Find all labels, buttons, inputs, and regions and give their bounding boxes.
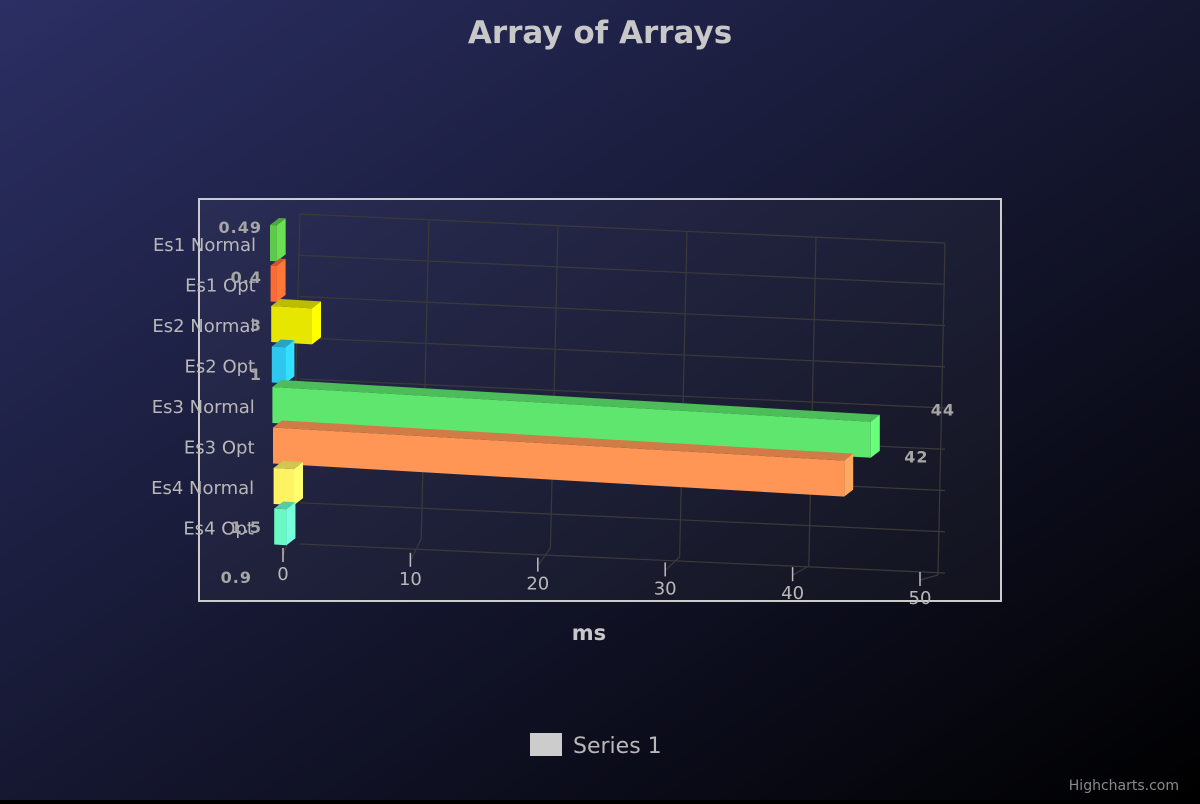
grid-line-vertical — [937, 242, 946, 576]
chart-title: Array of Arrays — [468, 15, 732, 51]
grid-line-floor — [537, 547, 551, 566]
bar-top-es1-opt — [270, 258, 286, 266]
bar-top-es2-normal — [271, 299, 321, 309]
data-label: 1.5 — [231, 518, 262, 537]
data-label: 1 — [250, 365, 262, 384]
data-label: 0.9 — [221, 568, 252, 587]
grid-line-vertical — [549, 225, 559, 549]
grid-line-floor — [664, 556, 681, 571]
legend-symbol-series-1[interactable] — [530, 733, 562, 756]
category-label: Es4 Opt — [183, 519, 254, 540]
bar-top-es2-opt — [271, 339, 295, 348]
bar-end-es3-normal — [870, 414, 880, 458]
value-axis-ticks: 0 10 20 30 40 50 — [277, 548, 931, 609]
tick-label: 20 — [526, 574, 549, 595]
bar-top-es3-opt — [273, 420, 854, 461]
category-label: Es1 Opt — [185, 276, 256, 297]
category-labels: Es1 Normal Es1 Opt Es2 Normal Es2 Opt Es3 No… — [151, 235, 256, 540]
grid-line-vertical — [420, 219, 430, 540]
bar-top-es4-normal — [273, 461, 303, 470]
bar-es4-opt — [274, 508, 287, 546]
bar-es2-opt — [271, 346, 286, 384]
category-label: Es3 Normal — [152, 397, 255, 418]
tick-label: 40 — [781, 583, 804, 604]
tick-label: 30 — [654, 578, 677, 599]
category-label: Es2 Opt — [185, 357, 256, 378]
data-label: 3 — [250, 316, 262, 335]
grid-line-horizontal — [299, 502, 946, 533]
grid-line-horizontal — [299, 213, 946, 244]
legend-item-series-1[interactable]: Series 1 — [573, 734, 662, 759]
grid-line-vertical — [679, 231, 688, 558]
grid-line-floor — [919, 574, 939, 581]
grid-line-horizontal — [299, 295, 946, 327]
data-label: 0.49 — [219, 218, 262, 237]
value-axis-title: ms — [572, 621, 606, 645]
bar-es1-normal — [270, 225, 277, 262]
data-labels: 0.49 0.4 3 1 44 42 1.5 0.9 — [219, 218, 955, 587]
category-label: Es1 Normal — [153, 235, 256, 256]
data-label: 0.4 — [231, 268, 262, 287]
data-label: 44 — [931, 401, 955, 420]
bar-end-es4-normal — [294, 462, 303, 506]
bar-top-es1-normal — [270, 218, 286, 226]
category-label: Es3 Opt — [184, 438, 255, 459]
bars — [270, 218, 880, 546]
legend[interactable]: Series 1 — [530, 733, 662, 759]
grid-line-horizontal — [299, 378, 946, 409]
bar-end-es2-opt — [285, 340, 295, 384]
credits-link[interactable]: Highcharts.com — [1069, 778, 1179, 794]
bar-end-es4-opt — [286, 502, 296, 546]
data-label: 42 — [904, 448, 928, 467]
grid-line-floor — [792, 565, 810, 576]
bar-es3-opt — [273, 427, 845, 497]
bar-top-es4-opt — [274, 501, 296, 510]
bar-es2-normal — [271, 306, 312, 345]
bar-end-es3-opt — [844, 453, 854, 497]
tick-label: 10 — [399, 569, 422, 590]
tick-label: 0 — [277, 564, 288, 585]
grid-line-horizontal — [299, 337, 946, 368]
bar-es1-opt — [270, 265, 277, 302]
bar-es4-normal — [273, 468, 294, 506]
category-label: Es4 Normal — [151, 478, 254, 499]
category-label: Es2 Normal — [152, 316, 255, 337]
tick-label: 50 — [909, 588, 932, 609]
bar-top-es3-normal — [272, 380, 880, 422]
grid-line-horizontal — [299, 543, 946, 574]
bar-end-es2-normal — [312, 301, 321, 345]
bar-end-es1-normal — [276, 218, 286, 262]
grid-line-horizontal — [299, 254, 946, 285]
bar-end-es1-opt — [276, 258, 286, 302]
bar-es3-normal — [272, 387, 871, 458]
grid-line-floor — [409, 538, 422, 562]
